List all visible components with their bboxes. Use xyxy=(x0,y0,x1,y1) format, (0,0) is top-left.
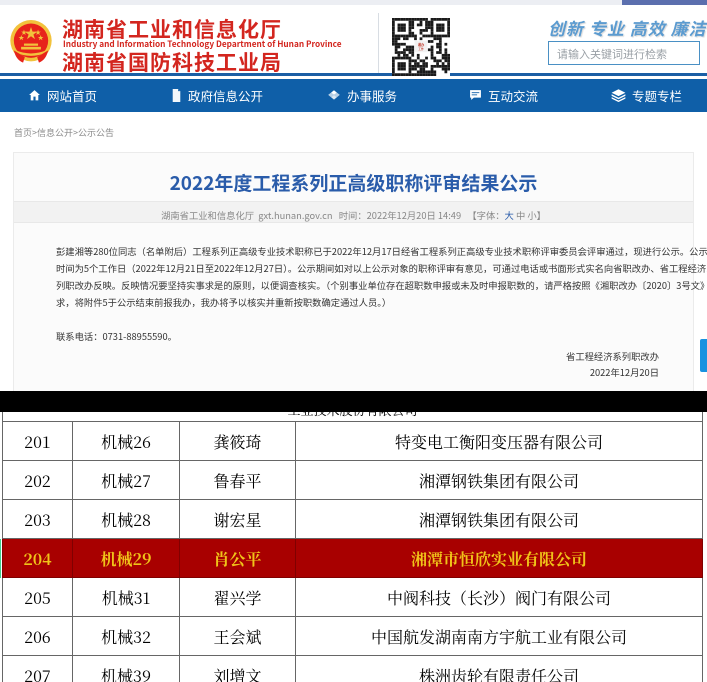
svg-text:湘办: 湘办 xyxy=(418,42,425,47)
